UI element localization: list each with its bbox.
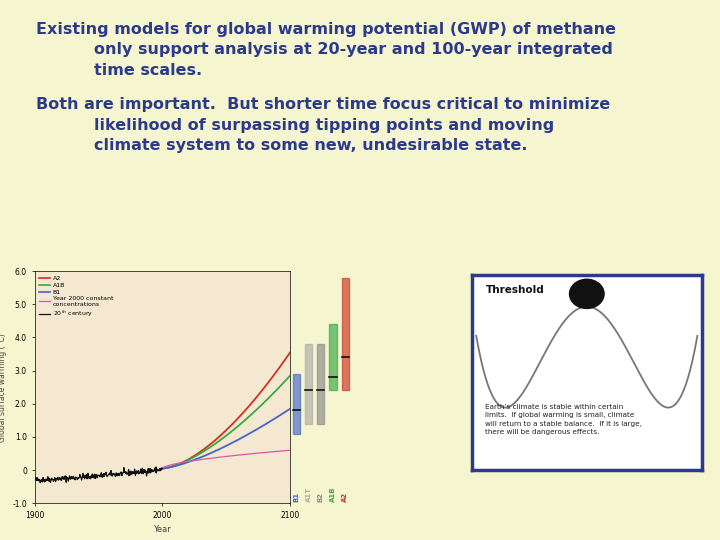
Legend: A2, A1B, B1, Year 2000 constant
concentrations, 20$^{th}$ century: A2, A1B, B1, Year 2000 constant concentr… — [37, 274, 114, 320]
Text: A1T: A1T — [305, 487, 312, 502]
Y-axis label: Global surface warming (°C): Global surface warming (°C) — [0, 333, 6, 442]
Bar — [305, 344, 312, 424]
X-axis label: Year: Year — [153, 525, 171, 535]
Text: B1: B1 — [293, 491, 300, 502]
Text: Both are important.  But shorter time focus critical to minimize: Both are important. But shorter time foc… — [36, 97, 611, 112]
Text: A1B: A1B — [330, 486, 336, 502]
Circle shape — [570, 279, 604, 308]
Bar — [329, 324, 337, 390]
Text: climate system to some new, undesirable state.: climate system to some new, undesirable … — [94, 138, 527, 153]
Text: Existing models for global warming potential (GWP) of methane: Existing models for global warming poten… — [36, 22, 616, 37]
Text: A2: A2 — [342, 491, 348, 502]
Text: Earth’s climate is stable within certain
limits.  If global warming is small, cl: Earth’s climate is stable within certain… — [485, 404, 642, 435]
Text: Threshold: Threshold — [485, 285, 544, 295]
Text: likelihood of surpassing tipping points and moving: likelihood of surpassing tipping points … — [94, 118, 554, 133]
Bar — [317, 344, 325, 424]
Bar — [341, 278, 349, 390]
Text: only support analysis at 20-year and 100-year integrated: only support analysis at 20-year and 100… — [94, 42, 613, 57]
Bar — [292, 374, 300, 434]
Text: time scales.: time scales. — [94, 63, 202, 78]
Text: B2: B2 — [318, 491, 324, 502]
